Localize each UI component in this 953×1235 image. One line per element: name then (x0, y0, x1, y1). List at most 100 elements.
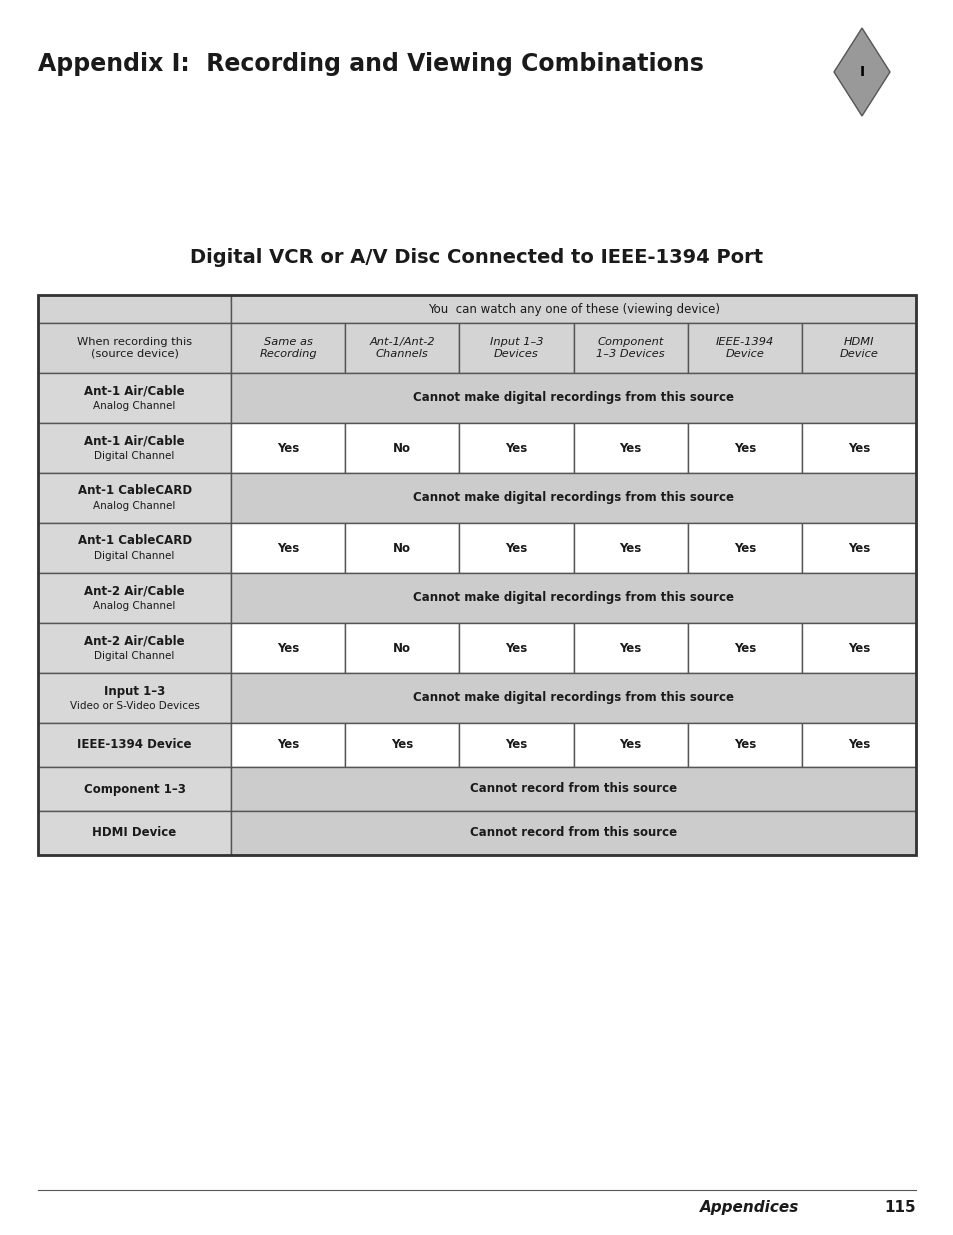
Text: Digital Channel: Digital Channel (94, 551, 174, 561)
Text: Cannot make digital recordings from this source: Cannot make digital recordings from this… (413, 692, 733, 704)
Bar (38, 473, 231, 522)
Text: IEEE-1394 Device: IEEE-1394 Device (77, 739, 192, 752)
Bar (345, 522, 459, 573)
Text: Yes: Yes (505, 441, 527, 454)
Text: HDMI
Device: HDMI Device (839, 337, 878, 359)
Text: IEEE-1394
Device: IEEE-1394 Device (715, 337, 773, 359)
Text: Yes: Yes (733, 739, 755, 752)
Bar (573, 722, 687, 767)
Text: Analog Channel: Analog Channel (93, 601, 175, 611)
Bar (345, 424, 459, 473)
Text: Cannot make digital recordings from this source: Cannot make digital recordings from this… (413, 492, 733, 505)
Bar (231, 522, 345, 573)
Text: Yes: Yes (505, 641, 527, 655)
Text: Yes: Yes (276, 441, 299, 454)
Bar (687, 424, 801, 473)
Bar (801, 324, 915, 373)
Bar (38, 622, 231, 673)
Text: Analog Channel: Analog Channel (93, 401, 175, 411)
Text: Appendix I:  Recording and Viewing Combinations: Appendix I: Recording and Viewing Combin… (38, 52, 703, 77)
Text: Ant-1 Air/Cable: Ant-1 Air/Cable (84, 384, 185, 398)
Text: Cannot record from this source: Cannot record from this source (470, 826, 677, 840)
Bar (801, 722, 915, 767)
Text: Component
1–3 Devices: Component 1–3 Devices (596, 337, 664, 359)
Bar (38, 522, 231, 573)
Bar (345, 722, 459, 767)
Text: No: No (393, 441, 411, 454)
Bar (38, 811, 231, 855)
Bar (459, 424, 573, 473)
Text: Digital Channel: Digital Channel (94, 651, 174, 661)
Text: Digital Channel: Digital Channel (94, 451, 174, 461)
Text: Yes: Yes (847, 541, 869, 555)
Text: You  can watch any one of these (viewing device): You can watch any one of these (viewing … (427, 303, 719, 315)
Bar (801, 424, 915, 473)
Bar (231, 473, 915, 522)
Text: Input 1–3: Input 1–3 (104, 684, 165, 698)
Text: Component 1–3: Component 1–3 (84, 783, 185, 795)
Text: HDMI Device: HDMI Device (92, 826, 176, 840)
Bar (687, 522, 801, 573)
Text: Yes: Yes (276, 739, 299, 752)
Text: Yes: Yes (391, 739, 413, 752)
Bar (38, 673, 231, 722)
Bar (231, 373, 915, 424)
Text: When recording this
(source device): When recording this (source device) (77, 337, 192, 359)
Bar (573, 324, 687, 373)
Bar (345, 622, 459, 673)
Bar (38, 424, 231, 473)
Bar (459, 324, 573, 373)
Text: Yes: Yes (618, 441, 641, 454)
Bar (231, 722, 345, 767)
Text: Ant-1 CableCARD: Ant-1 CableCARD (77, 535, 192, 547)
Bar (231, 424, 345, 473)
Text: Ant-1 Air/Cable: Ant-1 Air/Cable (84, 435, 185, 447)
Text: Yes: Yes (618, 739, 641, 752)
Text: Yes: Yes (618, 641, 641, 655)
Bar (231, 811, 915, 855)
Bar (231, 324, 345, 373)
Bar (687, 324, 801, 373)
Text: Ant-1/Ant-2
Channels: Ant-1/Ant-2 Channels (369, 337, 435, 359)
Text: Yes: Yes (847, 739, 869, 752)
Text: Video or S-Video Devices: Video or S-Video Devices (70, 701, 199, 711)
Bar (231, 767, 915, 811)
Bar (231, 673, 915, 722)
Bar (38, 573, 231, 622)
Bar (687, 722, 801, 767)
Text: Yes: Yes (733, 441, 755, 454)
Bar (573, 522, 687, 573)
Text: No: No (393, 541, 411, 555)
Text: 115: 115 (883, 1200, 915, 1215)
Text: Digital VCR or A/V Disc Connected to IEEE-1394 Port: Digital VCR or A/V Disc Connected to IEE… (191, 248, 762, 267)
Bar (231, 622, 345, 673)
Bar (573, 622, 687, 673)
Text: Input 1–3
Devices: Input 1–3 Devices (489, 337, 542, 359)
Text: Yes: Yes (733, 541, 755, 555)
Text: No: No (393, 641, 411, 655)
Text: Yes: Yes (505, 739, 527, 752)
Bar (801, 622, 915, 673)
Text: Yes: Yes (733, 641, 755, 655)
Text: Ant-2 Air/Cable: Ant-2 Air/Cable (84, 584, 185, 598)
Bar (38, 767, 231, 811)
Text: Ant-1 CableCARD: Ant-1 CableCARD (77, 484, 192, 498)
Text: Cannot make digital recordings from this source: Cannot make digital recordings from this… (413, 592, 733, 604)
Bar (38, 324, 231, 373)
Text: Yes: Yes (618, 541, 641, 555)
Text: Appendices: Appendices (700, 1200, 799, 1215)
Text: I: I (859, 65, 863, 79)
Bar (687, 622, 801, 673)
Bar (38, 722, 231, 767)
Bar (573, 424, 687, 473)
Polygon shape (833, 28, 889, 116)
Text: Yes: Yes (276, 641, 299, 655)
Bar (459, 722, 573, 767)
Text: Same as
Recording: Same as Recording (259, 337, 316, 359)
Bar (459, 522, 573, 573)
Text: Yes: Yes (276, 541, 299, 555)
Text: Yes: Yes (847, 441, 869, 454)
Bar (231, 295, 915, 324)
Text: Cannot make digital recordings from this source: Cannot make digital recordings from this… (413, 391, 733, 405)
Text: Cannot record from this source: Cannot record from this source (470, 783, 677, 795)
